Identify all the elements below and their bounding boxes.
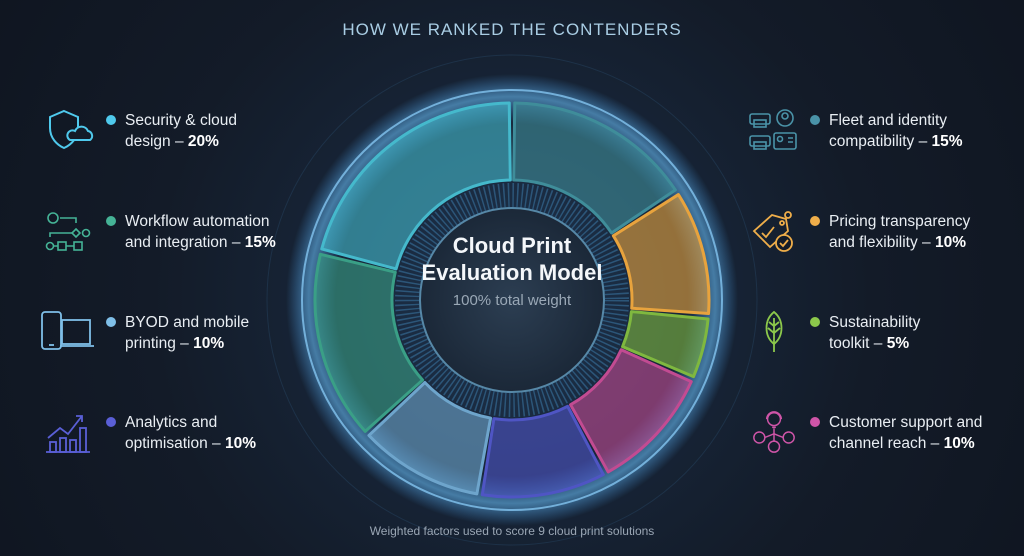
donut-segment-2 [611, 193, 711, 316]
center-subtitle: 100% total weight [452, 292, 572, 309]
item-label-line2: compatibility – [829, 133, 932, 150]
item-label-line2: optimisation – [125, 435, 225, 452]
center-title-line2: Evaluation Model [421, 260, 603, 285]
workflow-icon [45, 212, 91, 251]
donut-segments [313, 101, 711, 499]
item-label-line1: Workflow automation [125, 213, 270, 230]
item-label-line2: toolkit – [829, 335, 887, 352]
item-weight: 10% [934, 234, 967, 251]
item-weight: 15% [244, 234, 276, 251]
item-weight: 10% [943, 435, 975, 452]
donut-segment-6 [367, 380, 493, 496]
legend-item-byod: BYOD and mobile printing – 10% [40, 311, 250, 354]
legend-item-support: Customer support and channel reach – 10% [748, 411, 983, 454]
item-label-line2: and integration – [125, 234, 245, 251]
item-label-line1: Security & cloud [125, 112, 237, 129]
item-weight: 10% [193, 335, 225, 352]
leaf-icon [765, 310, 783, 352]
outer-halo [266, 54, 758, 546]
donut-segment-5 [480, 404, 605, 499]
legend-dot [810, 417, 820, 427]
item-label-line2: and flexibility – [829, 234, 935, 251]
donut-segment-1 [512, 101, 677, 235]
item-label-line1: Pricing transparency [829, 213, 971, 230]
support-network-icon [753, 411, 795, 453]
item-label-line1: BYOD and mobile [125, 314, 250, 331]
donut-segment-4 [569, 348, 693, 474]
legend-item-workflow: Workflow automation and integration – 15% [44, 211, 276, 253]
center-title-line1: Cloud Print [452, 233, 572, 258]
legend-item-pricing: Pricing transparency and flexibility – 10… [748, 211, 970, 253]
item-weight: 15% [931, 133, 963, 150]
legend-dot [810, 115, 820, 125]
item-label-line1: Customer support and [829, 414, 983, 431]
item-label-line1: Sustainability [829, 314, 921, 331]
page-title: HOW WE RANKED THE CONTENDERS [342, 20, 682, 39]
legend-item-analytics: Analytics and optimisation – 10% [44, 412, 256, 454]
chart-center-label: Cloud Print Evaluation Model 100% total … [412, 232, 612, 309]
legend-dot [106, 417, 116, 427]
legend-dot [810, 216, 820, 226]
item-label-line2: printing – [125, 335, 194, 352]
dotted-band [395, 183, 629, 417]
item-label-line2: channel reach – [829, 435, 944, 452]
item-weight: 10% [224, 435, 256, 452]
donut-segment-8 [320, 101, 512, 271]
footer-caption: Weighted factors used to score 9 cloud p… [369, 524, 655, 538]
shield-cloud-icon [49, 109, 94, 150]
glow-ring-line [301, 89, 723, 511]
analytics-chart-icon [46, 415, 90, 453]
item-label-line1: Analytics and [125, 414, 218, 431]
donut-segment-3 [621, 310, 710, 379]
legend-dot [106, 317, 116, 327]
center-hub [419, 207, 605, 393]
legend-item-fleet: Fleet and identity compatibility – 15% [748, 109, 963, 152]
mobile-laptop-icon [41, 311, 94, 350]
donut-segment-7 [313, 252, 425, 433]
item-label-line1: Fleet and identity [829, 112, 948, 129]
legend-item-sustainability: Sustainability toolkit – 5% [748, 310, 921, 354]
price-tag-check-icon [752, 211, 793, 252]
item-weight: 5% [886, 335, 910, 352]
legend-dot [106, 115, 116, 125]
item-label-line2: design – [125, 133, 188, 150]
printer-identity-icon [749, 109, 797, 150]
legend-dot [810, 317, 820, 327]
legend-item-security: Security & cloud design – 20% [44, 109, 237, 152]
legend-dot [106, 216, 116, 226]
item-weight: 20% [187, 133, 219, 150]
